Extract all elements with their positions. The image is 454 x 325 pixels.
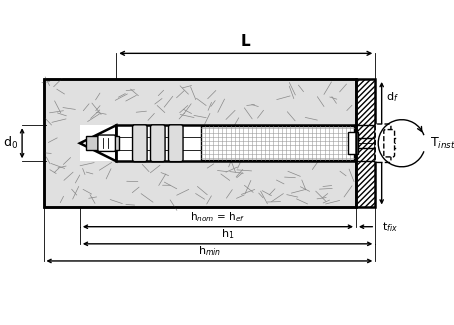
Polygon shape xyxy=(79,125,116,161)
FancyBboxPatch shape xyxy=(384,130,395,157)
Text: t$_{fix}$: t$_{fix}$ xyxy=(382,220,398,234)
Bar xyxy=(86,136,119,150)
Text: d$_f$: d$_f$ xyxy=(386,90,399,104)
Bar xyxy=(44,79,356,207)
Bar xyxy=(356,79,375,207)
Bar xyxy=(348,133,358,154)
FancyBboxPatch shape xyxy=(98,135,115,151)
FancyBboxPatch shape xyxy=(375,124,391,162)
Text: T$_{inst}$: T$_{inst}$ xyxy=(429,136,454,151)
Bar xyxy=(202,126,354,160)
Text: h$_{min}$: h$_{min}$ xyxy=(198,245,221,258)
Text: L: L xyxy=(241,34,251,49)
FancyBboxPatch shape xyxy=(133,125,147,162)
FancyBboxPatch shape xyxy=(151,125,165,162)
Text: h$_{nom}$ = h$_{ef}$: h$_{nom}$ = h$_{ef}$ xyxy=(190,210,246,224)
Text: h$_1$: h$_1$ xyxy=(221,227,234,241)
Bar xyxy=(80,125,356,161)
Bar xyxy=(44,79,356,207)
FancyBboxPatch shape xyxy=(168,125,183,162)
Bar xyxy=(116,125,354,161)
Text: d$_0$: d$_0$ xyxy=(3,135,18,151)
Polygon shape xyxy=(80,125,116,161)
